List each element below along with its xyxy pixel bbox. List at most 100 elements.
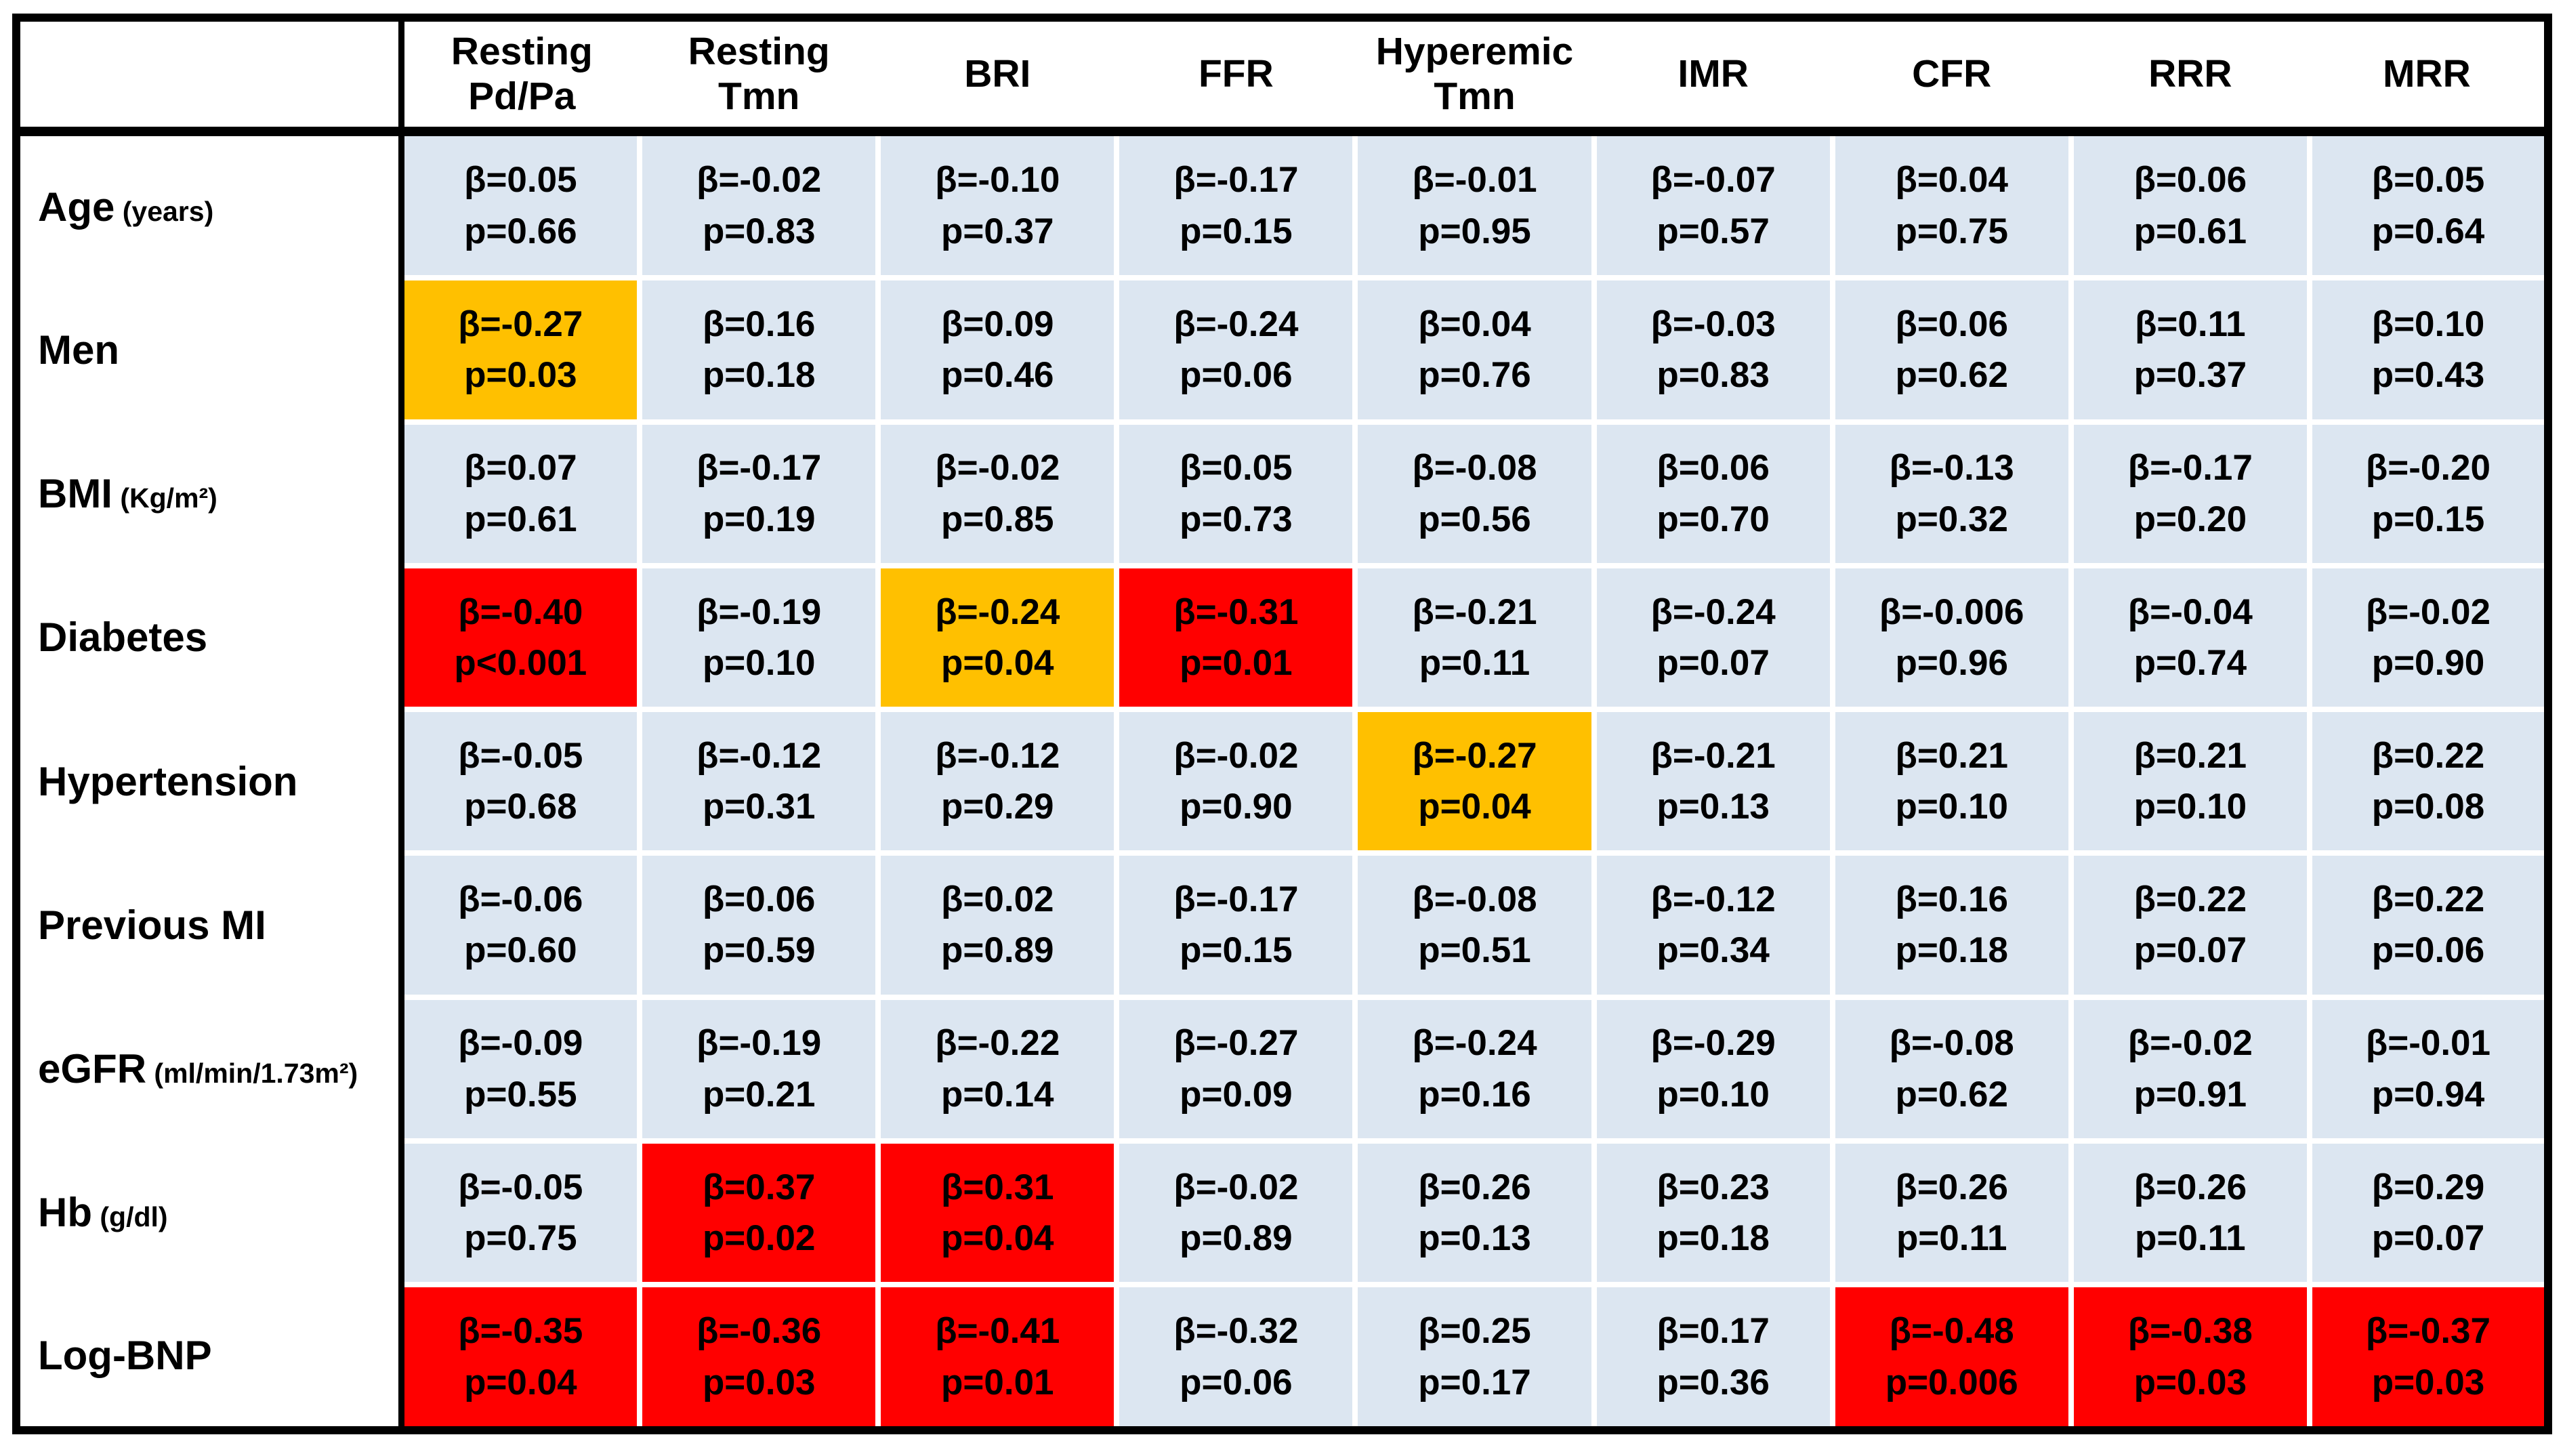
beta-value: β=-0.37 xyxy=(2365,1311,2491,1352)
p-value: p=0.07 xyxy=(1656,642,1770,683)
column-header: Hyperemic Tmn xyxy=(1355,18,1594,136)
stat-cell: β=0.04 p=0.76 xyxy=(1352,275,1597,425)
row-label-text: Hypertension xyxy=(38,758,298,804)
row-label-text: BMI xyxy=(38,471,112,517)
p-value: p=0.13 xyxy=(1656,787,1770,827)
stat-cell: β=-0.12 p=0.29 xyxy=(875,707,1120,856)
beta-value: β=-0.27 xyxy=(1173,1023,1299,1064)
p-value: p=0.01 xyxy=(941,1362,1054,1402)
stat-cell: β=-0.29 p=0.10 xyxy=(1591,994,1835,1144)
beta-value: β=-0.06 xyxy=(458,879,583,920)
beta-value: β=-0.02 xyxy=(1173,735,1299,776)
stat-cell: β=0.02 p=0.89 xyxy=(875,850,1120,1000)
stat-cell: β=0.22 p=0.08 xyxy=(2306,707,2551,856)
beta-value: β=0.06 xyxy=(2133,160,2247,201)
beta-value: β=-0.29 xyxy=(1650,1023,1776,1064)
stat-cell: β=-0.37 p=0.03 xyxy=(2306,1282,2551,1433)
p-value: p=0.37 xyxy=(2133,355,2247,396)
p-value: p=0.94 xyxy=(2371,1074,2485,1115)
p-value: p=0.10 xyxy=(702,642,816,683)
row-label-unit: (g/dl) xyxy=(91,1201,168,1233)
p-value: p=0.56 xyxy=(1418,499,1531,539)
beta-value: β=0.16 xyxy=(702,304,816,345)
stat-cell: β=-0.27 p=0.04 xyxy=(1352,707,1597,856)
row-label: Log-BNP xyxy=(16,1285,404,1430)
p-value: p=0.15 xyxy=(1180,930,1293,971)
stat-cell: β=0.37 p=0.02 xyxy=(637,1138,881,1288)
stat-cell: β=-0.35 p=0.04 xyxy=(398,1282,643,1433)
stat-cell: β=0.31 p=0.04 xyxy=(875,1138,1120,1288)
beta-value: β=0.22 xyxy=(2133,879,2247,920)
beta-value: β=-0.27 xyxy=(458,304,583,345)
table-row: BMI (Kg/m²) β=0.07 p=0.61 β=-0.17 p=0.19 β=-0… xyxy=(16,419,2551,568)
p-value: p=0.04 xyxy=(1418,787,1531,827)
stat-cell: β=0.21 p=0.10 xyxy=(1829,707,2074,856)
row-label-text: Hb xyxy=(38,1190,92,1236)
beta-value: β=0.06 xyxy=(1656,448,1770,488)
beta-value: β=-0.20 xyxy=(2365,448,2491,488)
beta-value: β=-0.24 xyxy=(935,591,1060,632)
stat-cell: β=-0.08 p=0.62 xyxy=(1829,994,2074,1144)
p-value: p=0.36 xyxy=(1656,1362,1770,1402)
beta-value: β=-0.08 xyxy=(1412,879,1537,920)
column-header: BRI xyxy=(878,18,1117,136)
row-label-text: Age xyxy=(38,184,115,230)
row-label-text: Log-BNP xyxy=(38,1333,212,1378)
table-row: Age (years) β=0.05 p=0.66 β=-0.02 p=0.83 β=-0… xyxy=(16,128,2551,281)
p-value: p=0.10 xyxy=(2133,787,2247,827)
p-value: p=0.68 xyxy=(464,787,577,827)
row-label-text: Previous MI xyxy=(38,902,266,948)
stat-cell: β=0.05 p=0.73 xyxy=(1114,419,1358,568)
beta-value: β=0.37 xyxy=(702,1167,816,1207)
row-label: BMI (Kg/m²) xyxy=(16,421,404,566)
beta-value: β=-0.19 xyxy=(696,591,822,632)
table-row: Hb (g/dl) β=-0.05 p=0.75 β=0.37 p=0.02 β=0.31… xyxy=(16,1138,2551,1288)
p-value: p=0.19 xyxy=(702,499,816,539)
p-value: p=0.07 xyxy=(2371,1218,2485,1258)
beta-value: β=-0.35 xyxy=(458,1311,583,1352)
p-value: p=0.02 xyxy=(702,1218,816,1258)
beta-value: β=-0.21 xyxy=(1650,735,1776,776)
p-value: p=0.03 xyxy=(2371,1362,2485,1402)
p-value: p=0.76 xyxy=(1418,355,1531,396)
stat-cell: β=-0.40 p<0.001 xyxy=(398,562,643,713)
stat-cell: β=-0.01 p=0.95 xyxy=(1352,128,1597,281)
row-label: Hypertension xyxy=(16,709,404,854)
row-label: Diabetes xyxy=(16,565,404,710)
stat-cell: β=0.22 p=0.06 xyxy=(2306,850,2551,1000)
beta-value: β=-0.38 xyxy=(2127,1311,2253,1352)
p-value: p=0.37 xyxy=(941,211,1054,251)
beta-value: β=0.05 xyxy=(1180,448,1293,488)
beta-value: β=-0.21 xyxy=(1412,591,1537,632)
correlation-table: Resting Pd/Pa Resting Tmn BRI FFR Hyperemic … xyxy=(12,14,2552,1434)
row-label-text: Diabetes xyxy=(38,615,208,661)
column-header: CFR xyxy=(1832,18,2071,136)
p-value: p=0.17 xyxy=(1418,1362,1531,1402)
row-label: Age (years) xyxy=(16,131,404,278)
stat-cell: β=-0.22 p=0.14 xyxy=(875,994,1120,1144)
stat-cell: β=-0.27 p=0.03 xyxy=(398,275,643,425)
stat-cell: β=-0.05 p=0.75 xyxy=(398,1138,643,1288)
beta-value: β=-0.17 xyxy=(1173,160,1299,201)
stat-cell: β=0.10 p=0.43 xyxy=(2306,275,2551,425)
p-value: p=0.03 xyxy=(464,355,577,396)
beta-value: β=0.10 xyxy=(2371,304,2485,345)
p-value: p=0.34 xyxy=(1656,930,1770,971)
stat-cell: β=-0.38 p=0.03 xyxy=(2068,1282,2312,1433)
beta-value: β=-0.12 xyxy=(1650,879,1776,920)
beta-value: β=0.05 xyxy=(464,160,577,201)
p-value: p=0.31 xyxy=(702,787,816,827)
stat-cell: β=0.06 p=0.62 xyxy=(1829,275,2074,425)
p-value: p=0.10 xyxy=(1656,1074,1770,1115)
beta-value: β=0.04 xyxy=(1895,160,2008,201)
beta-value: β=-0.27 xyxy=(1412,735,1537,776)
p-value: p=0.96 xyxy=(1895,642,2008,683)
stat-cell: β=-0.19 p=0.10 xyxy=(637,562,881,713)
beta-value: β=-0.41 xyxy=(935,1311,1060,1352)
stat-cell: β=-0.02 p=0.89 xyxy=(1114,1138,1358,1288)
p-value: p=0.15 xyxy=(2371,499,2485,539)
stat-cell: β=-0.07 p=0.57 xyxy=(1591,128,1835,281)
correlation-table-container: Resting Pd/Pa Resting Tmn BRI FFR Hyperemic … xyxy=(12,14,2552,1434)
p-value: p=0.11 xyxy=(1896,1218,2007,1258)
column-header: MRR xyxy=(2309,18,2548,136)
